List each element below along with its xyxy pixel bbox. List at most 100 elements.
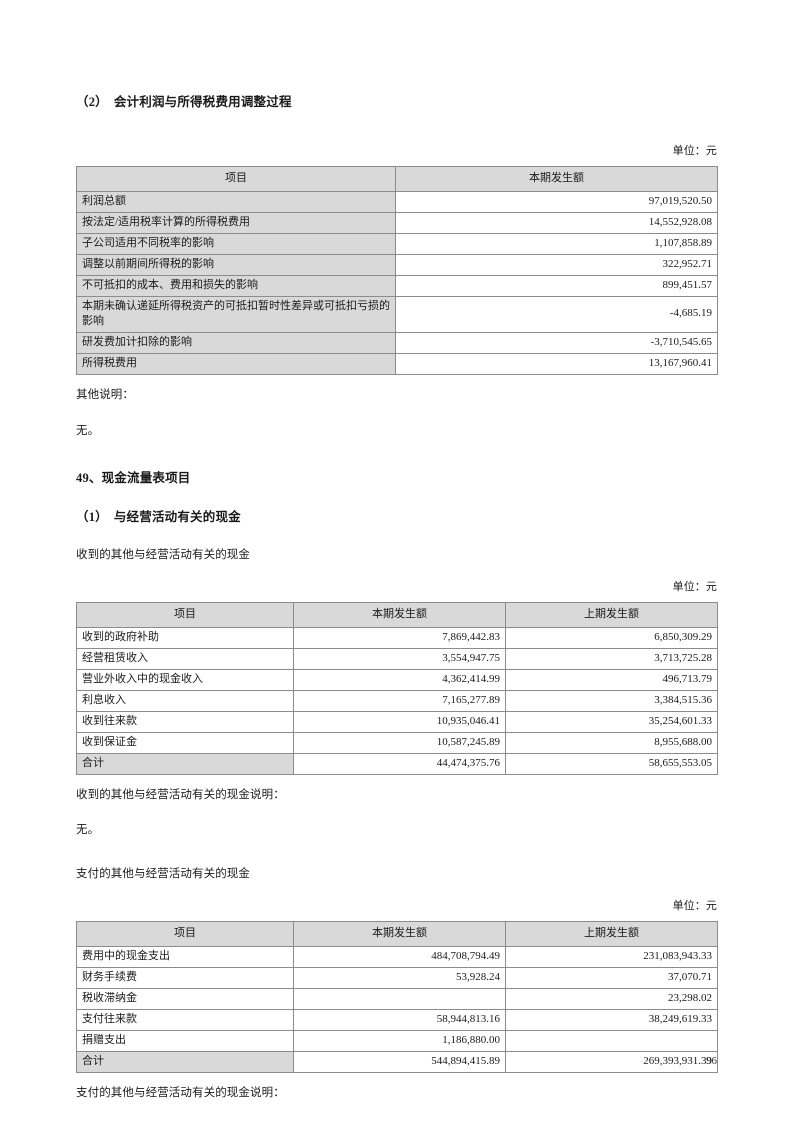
column-header-current-period: 本期发生额	[395, 165, 718, 192]
row-value-current: 7,165,277.89	[293, 690, 506, 713]
received-cash-note-value: 无。	[76, 824, 100, 837]
row-value-prior: 23,298.02	[505, 987, 718, 1010]
table-row: 收到往来款 10,935,046.41 35,254,601.33	[76, 711, 718, 734]
row-value-prior: 496,713.79	[505, 669, 718, 692]
column-header-item: 项目	[76, 602, 294, 629]
table-other-cash-received: 项目 本期发生额 上期发生额 收到的政府补助 7,869,442.83 6,85…	[76, 602, 718, 776]
subsection-heading-number: （1）	[76, 510, 108, 525]
row-value-current: 484,708,794.49	[293, 945, 506, 968]
table-header-row: 项目 本期发生额	[76, 165, 718, 192]
section-heading-accounting-profit: （2） 会计利润与所得税费用调整过程	[76, 94, 717, 112]
row-value-prior: 35,254,601.33	[505, 711, 718, 734]
row-label: 利息收入	[76, 690, 294, 713]
table-row: 费用中的现金支出 484,708,794.49 231,083,943.33	[76, 945, 718, 968]
row-label: 税收滞纳金	[76, 987, 294, 1010]
subsection-heading-title: 与经营活动有关的现金	[113, 510, 241, 525]
table-row: 支付往来款 58,944,813.16 38,249,619.33	[76, 1008, 718, 1031]
row-label: 所得税费用	[76, 353, 396, 376]
table-row: 利润总额 97,019,520.50	[76, 190, 718, 213]
row-label: 按法定/适用税率计算的所得税费用	[76, 211, 396, 234]
column-header-prior-period: 上期发生额	[505, 920, 718, 947]
table-row: 不可抵扣的成本、费用和损失的影响 899,451.57	[76, 274, 718, 297]
row-label: 收到保证金	[76, 732, 294, 755]
unit-label-table-2: 单位：元	[672, 581, 717, 594]
subsection-heading-operating-cash: （1） 与经营活动有关的现金	[76, 509, 717, 527]
row-value-current: 10,587,245.89	[293, 732, 506, 755]
table-header-row: 项目 本期发生额 上期发生额	[76, 602, 718, 629]
table-row: 税收滞纳金 23,298.02	[76, 987, 718, 1010]
other-notes-label: 其他说明：	[76, 389, 134, 402]
table-total-row: 合计 544,894,415.89 269,393,931.39	[76, 1050, 718, 1073]
total-value-prior: 58,655,553.05	[505, 753, 718, 776]
received-cash-intro: 收到的其他与经营活动有关的现金	[76, 548, 250, 561]
table-income-tax-reconciliation: 项目 本期发生额 利润总额 97,019,520.50 按法定/适用税率计算的所…	[76, 165, 718, 376]
row-value-current: 4,362,414.99	[293, 669, 506, 692]
row-value-prior: 3,713,725.28	[505, 648, 718, 671]
row-label: 支付往来款	[76, 1008, 294, 1031]
table-row: 子公司适用不同税率的影响 1,107,858.89	[76, 232, 718, 255]
received-cash-note-label: 收到的其他与经营活动有关的现金说明：	[76, 789, 285, 802]
page-number: 96	[706, 1055, 717, 1067]
row-value-prior: 38,249,619.33	[505, 1008, 718, 1031]
row-label: 经营租赁收入	[76, 648, 294, 671]
row-label: 不可抵扣的成本、费用和损失的影响	[76, 274, 396, 297]
page-content: （2） 会计利润与所得税费用调整过程 单位：元 项目 本期发生额 利润总额 97,…	[76, 94, 718, 1122]
row-label: 子公司适用不同税率的影响	[76, 232, 396, 255]
row-label: 利润总额	[76, 190, 396, 213]
table-row: 本期未确认递延所得税资产的可抵扣暂时性差异或可抵扣亏损的影响 -4,685.19	[76, 295, 718, 334]
total-value-prior: 269,393,931.39	[505, 1050, 718, 1073]
column-header-current-period: 本期发生额	[293, 602, 506, 629]
table-row: 收到的政府补助 7,869,442.83 6,850,309.29	[76, 627, 718, 650]
unit-label-table-3: 单位：元	[672, 899, 717, 912]
table-row: 研发费加计扣除的影响 -3,710,545.65	[76, 332, 718, 355]
row-label: 本期未确认递延所得税资产的可抵扣暂时性差异或可抵扣亏损的影响	[76, 295, 396, 334]
row-value-current: 899,451.57	[395, 274, 718, 297]
column-header-prior-period: 上期发生额	[505, 602, 718, 629]
row-value-current: 7,869,442.83	[293, 627, 506, 650]
total-value-current: 544,894,415.89	[293, 1050, 506, 1073]
table-row: 经营租赁收入 3,554,947.75 3,713,725.28	[76, 648, 718, 671]
row-value-current: 10,935,046.41	[293, 711, 506, 734]
row-label: 收到的政府补助	[76, 627, 294, 650]
row-value-current: 53,928.24	[293, 966, 506, 989]
row-label: 营业外收入中的现金收入	[76, 669, 294, 692]
column-header-item: 项目	[76, 165, 396, 192]
row-label: 收到往来款	[76, 711, 294, 734]
total-label: 合计	[76, 1050, 294, 1073]
section-heading-cash-flow-items: 49、现金流量表项目	[76, 470, 191, 485]
row-label: 财务手续费	[76, 966, 294, 989]
total-value-current: 44,474,375.76	[293, 753, 506, 776]
table-row: 收到保证金 10,587,245.89 8,955,688.00	[76, 732, 718, 755]
row-value-current: 58,944,813.16	[293, 1008, 506, 1031]
column-header-current-period: 本期发生额	[293, 920, 506, 947]
table-row: 所得税费用 13,167,960.41	[76, 353, 718, 376]
table-row: 利息收入 7,165,277.89 3,384,515.36	[76, 690, 718, 713]
row-value-prior: 37,070.71	[505, 966, 718, 989]
row-value-current: 322,952.71	[395, 253, 718, 276]
other-notes-value: 无。	[76, 424, 100, 437]
row-label: 费用中的现金支出	[76, 945, 294, 968]
total-label: 合计	[76, 753, 294, 776]
table-row: 按法定/适用税率计算的所得税费用 14,552,928.08	[76, 211, 718, 234]
table-row: 捐赠支出 1,186,880.00	[76, 1029, 718, 1052]
row-value-current: 14,552,928.08	[395, 211, 718, 234]
row-label: 调整以前期间所得税的影响	[76, 253, 396, 276]
row-value-current	[293, 987, 506, 1010]
section-heading-number: （2）	[76, 95, 108, 109]
row-value-current: -3,710,545.65	[395, 332, 718, 355]
table-row: 调整以前期间所得税的影响 322,952.71	[76, 253, 718, 276]
row-value-current: 3,554,947.75	[293, 648, 506, 671]
row-label: 研发费加计扣除的影响	[76, 332, 396, 355]
table-header-row: 项目 本期发生额 上期发生额	[76, 920, 718, 947]
paid-cash-note-label: 支付的其他与经营活动有关的现金说明：	[76, 1086, 285, 1099]
table-other-cash-paid: 项目 本期发生额 上期发生额 费用中的现金支出 484,708,794.49 2…	[76, 920, 718, 1073]
unit-label-table-1: 单位：元	[672, 144, 717, 157]
row-value-prior: 8,955,688.00	[505, 732, 718, 755]
row-value-prior: 231,083,943.33	[505, 945, 718, 968]
row-label: 捐赠支出	[76, 1029, 294, 1052]
section-heading-title: 会计利润与所得税费用调整过程	[113, 95, 292, 109]
table-row: 营业外收入中的现金收入 4,362,414.99 496,713.79	[76, 669, 718, 692]
paid-cash-intro: 支付的其他与经营活动有关的现金	[76, 867, 250, 880]
row-value-current: 1,107,858.89	[395, 232, 718, 255]
